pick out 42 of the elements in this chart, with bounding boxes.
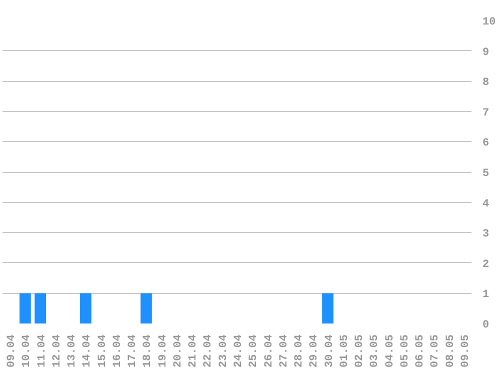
x-tick-label: 09.05 xyxy=(460,334,472,368)
x-tick-label: 28.04 xyxy=(294,334,306,368)
x-tick-label: 05.05 xyxy=(399,334,412,368)
x-tick-label: 30.04 xyxy=(324,334,336,368)
x-tick-label: 18.04 xyxy=(142,334,154,368)
x-tick-label: 03.05 xyxy=(369,334,382,368)
x-tick-label: 08.05 xyxy=(444,334,457,368)
x-tick-label: 02.05 xyxy=(354,334,366,368)
x-tick-label: 04.05 xyxy=(384,334,396,368)
y-tick-label: 6 xyxy=(482,138,490,150)
x-tick-label: 14.04 xyxy=(82,334,94,368)
x-tick-label: 01.05 xyxy=(338,334,351,368)
x-tick-label: 06.05 xyxy=(414,334,427,368)
x-tick-label: 13.04 xyxy=(66,334,79,368)
x-tick-label: 16.04 xyxy=(112,334,124,368)
x-tick-label: 23.04 xyxy=(218,334,230,368)
x-tick-label: 10.04 xyxy=(21,334,34,368)
x-tick-label: 11.04 xyxy=(36,334,48,368)
y-tick-label: 9 xyxy=(482,46,490,59)
x-tick-label: 07.05 xyxy=(430,334,442,368)
x-tick-label: 24.04 xyxy=(233,334,245,368)
y-tick-label: 5 xyxy=(482,168,490,180)
x-tick-label: 29.04 xyxy=(308,334,321,368)
x-tick-label: 27.04 xyxy=(278,334,290,368)
x-tick-label: 19.04 xyxy=(157,334,170,368)
x-tick-label: 09.04 xyxy=(6,334,18,368)
y-tick-label: 10 xyxy=(482,16,496,28)
y-tick-label: 1 xyxy=(482,289,490,302)
x-tick-label: 12.04 xyxy=(51,334,64,368)
y-tick-label: 8 xyxy=(482,77,490,90)
x-tick-label: 17.04 xyxy=(127,334,140,368)
x-tick-label: 20.04 xyxy=(172,334,184,368)
x-tick-label: 26.04 xyxy=(263,334,276,368)
y-tick-label: 4 xyxy=(482,198,490,210)
y-tick-label: 7 xyxy=(482,107,490,120)
x-tick-label: 21.04 xyxy=(188,334,200,368)
x-tick-label: 25.04 xyxy=(248,334,260,368)
x-tick-label: 22.04 xyxy=(202,334,215,368)
x-tick-label: 15.04 xyxy=(96,334,109,368)
y-tick-label: 0 xyxy=(482,320,490,332)
y-tick-label: 2 xyxy=(482,258,490,271)
y-tick-label: 3 xyxy=(482,228,490,241)
